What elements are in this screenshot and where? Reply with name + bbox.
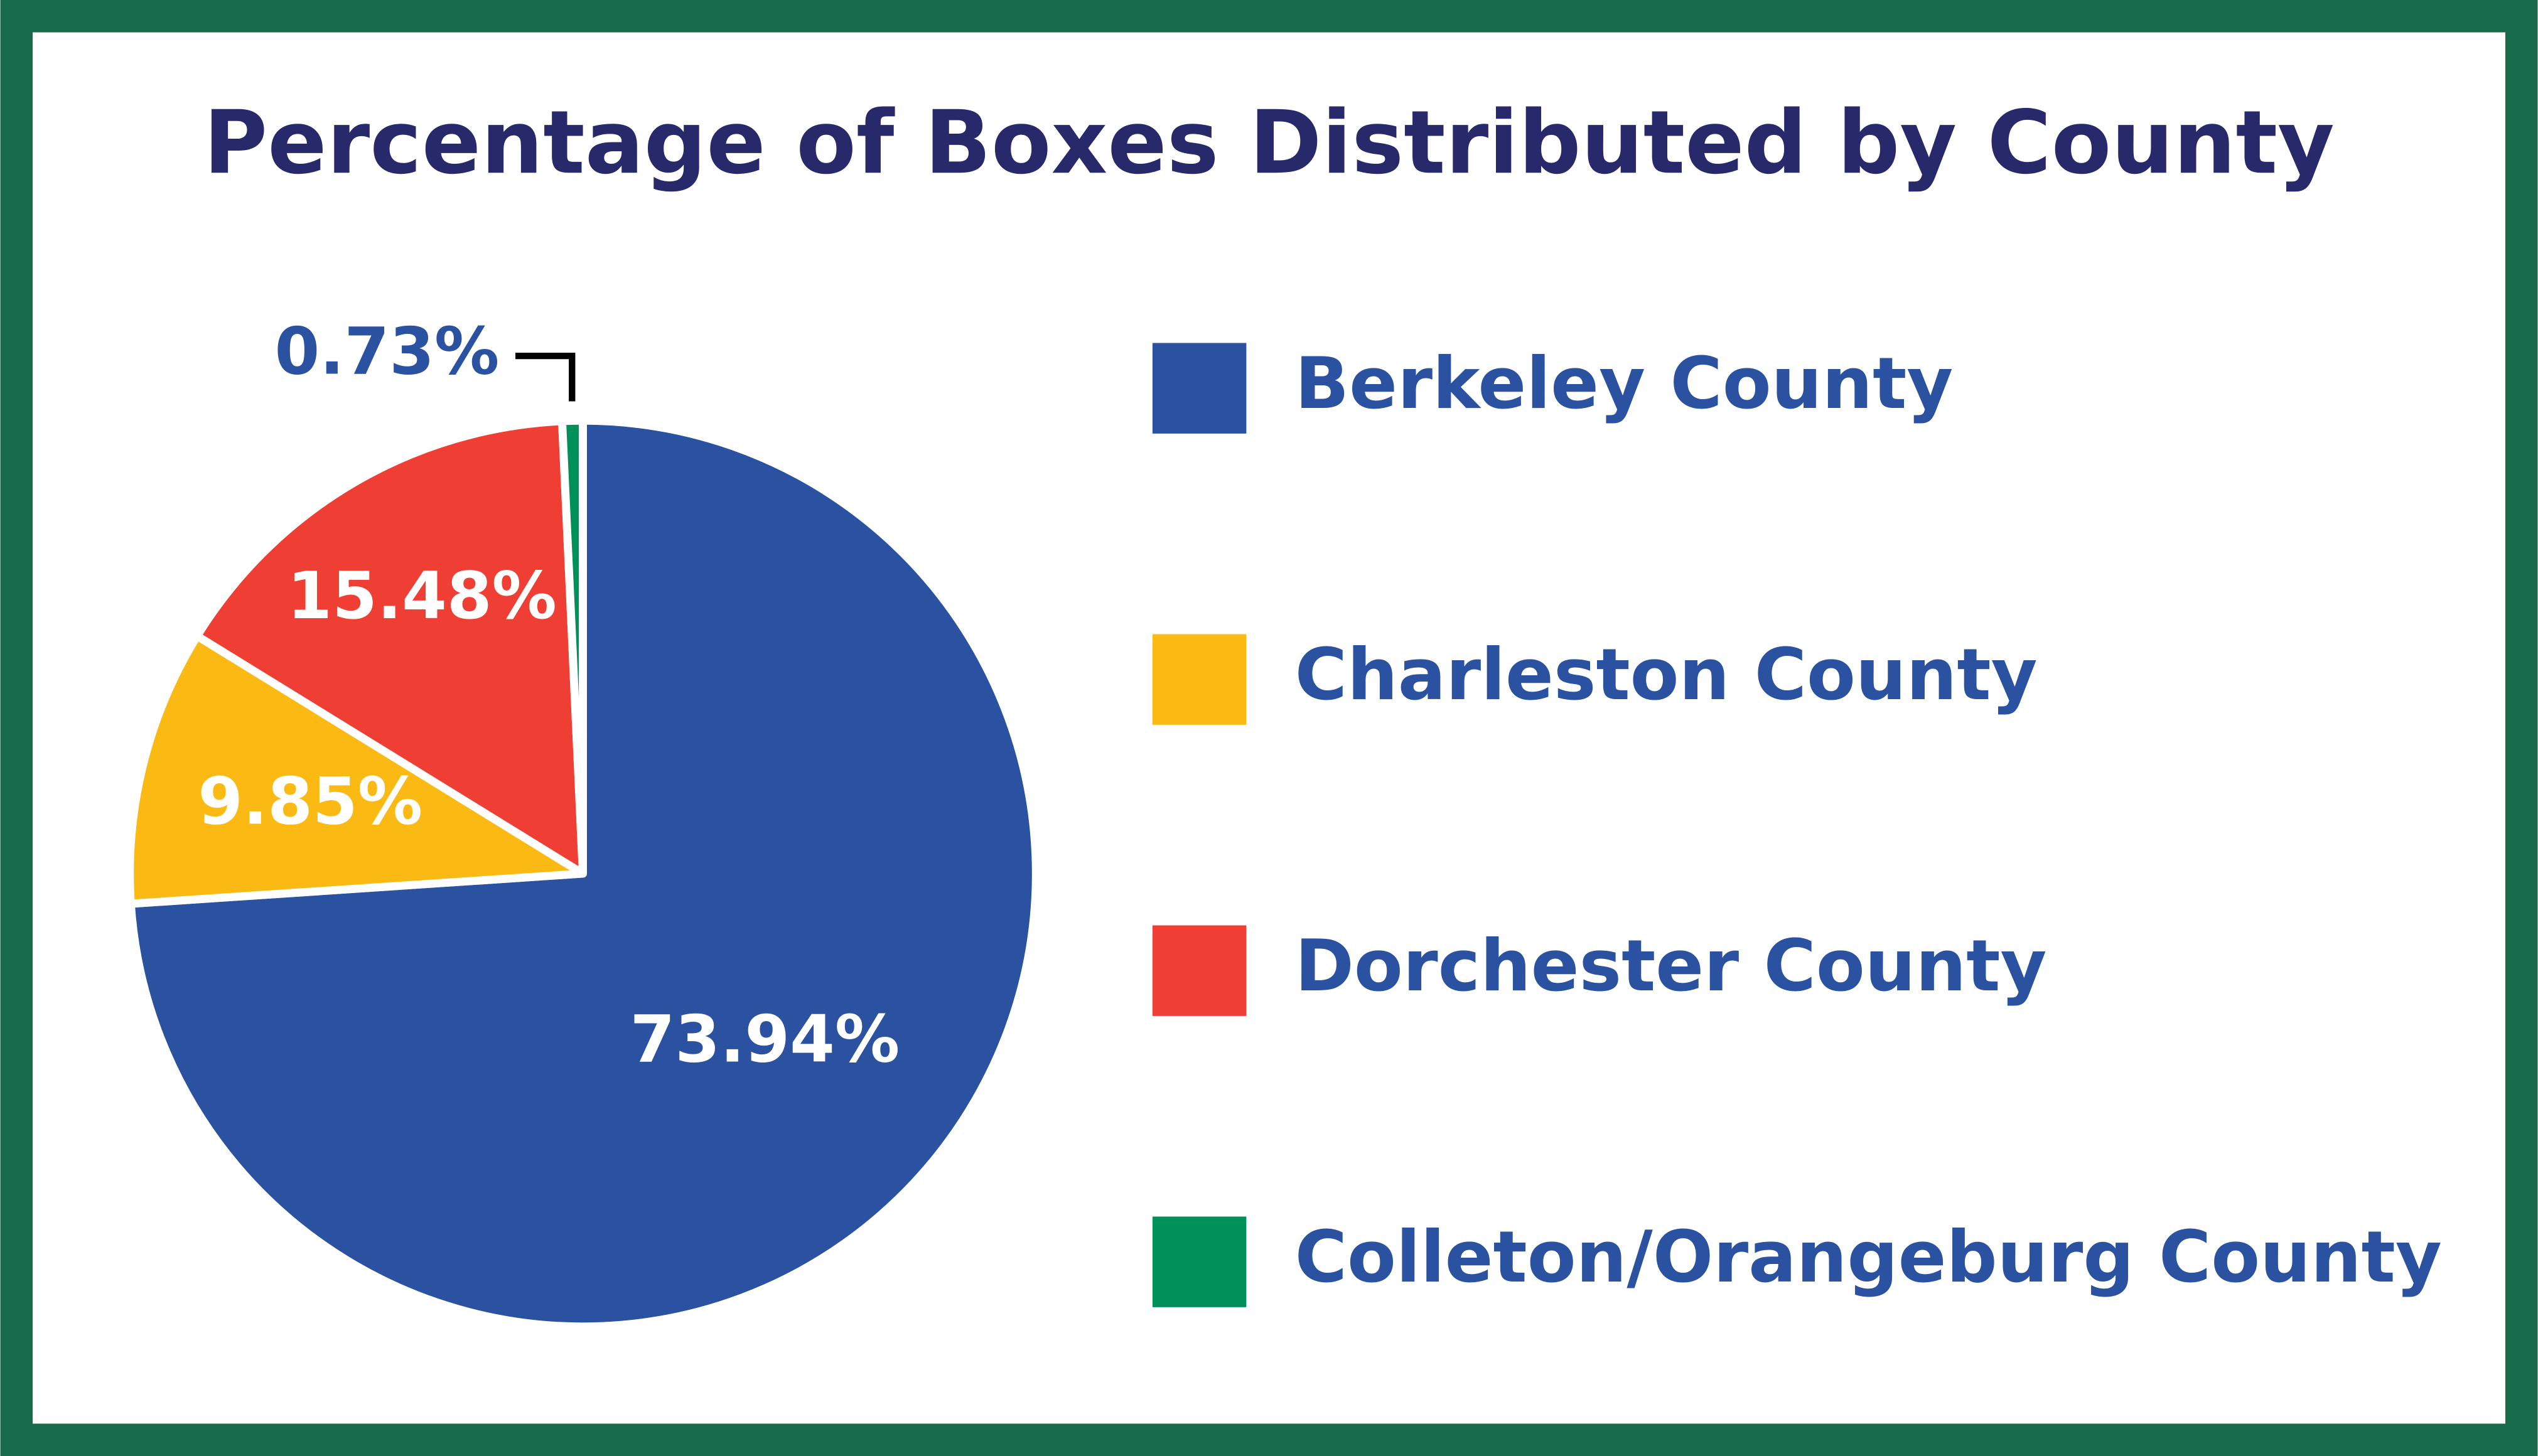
data-label: 15.48% [287,559,556,634]
legend-label: Charleston County [1295,633,2038,716]
chart-title: Percentage of Boxes Distributed by Count… [203,92,2335,193]
legend-swatch [1152,925,1247,1016]
data-label: 9.85% [198,764,422,840]
legend-swatch [1152,634,1247,725]
legend-swatch [1152,1216,1247,1307]
leader-line [515,352,576,402]
legend-label: Colleton/Orangeburg County [1295,1216,2442,1298]
legend-label: Berkeley County [1295,342,1954,425]
pie-slice [557,416,587,878]
legend-swatch [1152,343,1247,434]
pie-slice [126,631,587,908]
pie-slice [193,417,587,878]
legend-label: Dorchester County [1295,924,2047,1007]
data-label: 73.94% [630,1002,900,1078]
data-label: 0.73% [275,314,500,389]
